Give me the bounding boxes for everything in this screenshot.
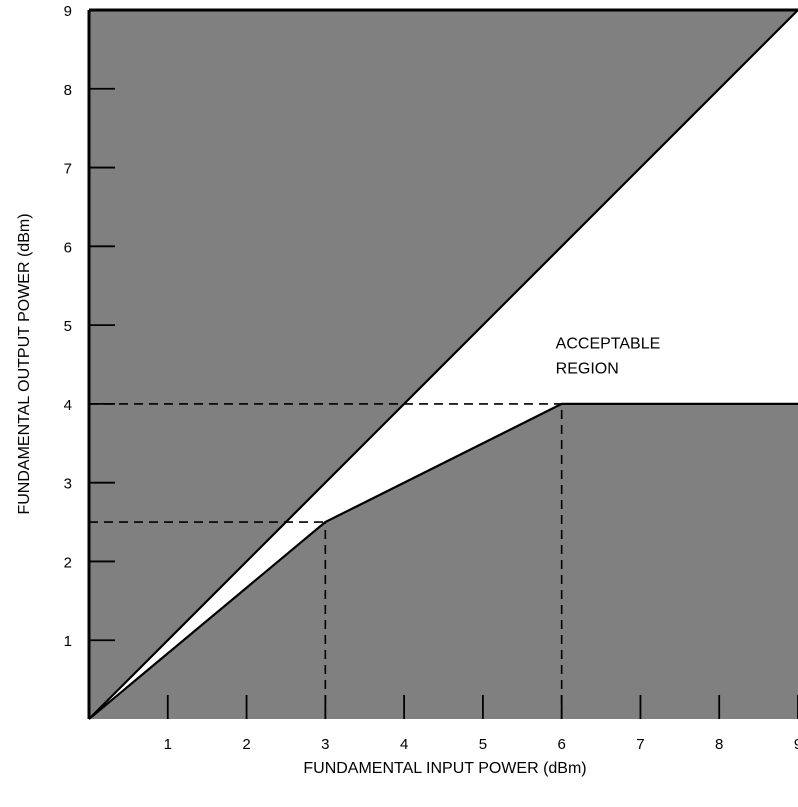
x-tick-label-4: 4 bbox=[400, 736, 408, 753]
x-tick-label-6: 6 bbox=[557, 736, 565, 753]
y-tick-label-1: 1 bbox=[64, 633, 72, 650]
limit-curves bbox=[88, 9, 798, 720]
x-tick-label-2: 2 bbox=[242, 736, 250, 753]
x-axis-title: FUNDAMENTAL INPUT POWER (dBm) bbox=[303, 760, 586, 777]
y-tick-label-9: 9 bbox=[64, 3, 72, 20]
annotation-acceptable: ACCEPTABLE bbox=[556, 336, 661, 353]
x-tick-label-7: 7 bbox=[636, 736, 644, 753]
x-tick-label-8: 8 bbox=[715, 736, 723, 753]
axis-ticks: 1 2 3 4 5 6 7 8 9 1 2 3 4 5 6 7 8 9 bbox=[64, 3, 798, 753]
y-tick-label-3: 3 bbox=[64, 476, 72, 493]
lower-limit-curve bbox=[88, 402, 798, 720]
x-tick-label-9: 9 bbox=[794, 736, 798, 753]
y-axis-title: FUNDAMENTAL OUTPUT POWER (dBm) bbox=[16, 213, 33, 514]
y-tick-label-5: 5 bbox=[64, 318, 72, 335]
x-tick-label-3: 3 bbox=[321, 736, 329, 753]
y-tick-label-4: 4 bbox=[64, 397, 72, 414]
x-tick-label-5: 5 bbox=[479, 736, 487, 753]
x-tick-label-1: 1 bbox=[164, 736, 172, 753]
upper-limit-line bbox=[88, 9, 798, 720]
annotation-region: REGION bbox=[556, 361, 619, 378]
y-tick-label-2: 2 bbox=[64, 554, 72, 571]
chart-axes bbox=[87, 8, 798, 719]
y-tick-label-8: 8 bbox=[64, 82, 72, 99]
y-tick-label-7: 7 bbox=[64, 161, 72, 178]
y-tick-label-6: 6 bbox=[64, 239, 72, 256]
